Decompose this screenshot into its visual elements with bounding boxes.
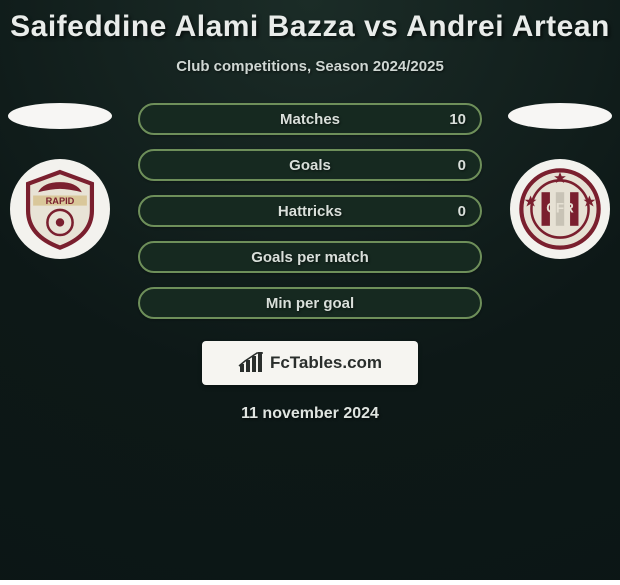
stat-right-value: 0 <box>458 203 466 220</box>
stat-label: Hattricks <box>278 203 342 220</box>
stat-bar-goals: Goals 0 <box>138 149 482 181</box>
rapid-crest-icon: RAPID <box>18 167 102 251</box>
date: 11 november 2024 <box>241 405 379 423</box>
stat-label: Goals <box>289 157 331 174</box>
right-player-ellipse <box>508 103 612 129</box>
comparison-title: Saifeddine Alami Bazza vs Andrei Artean <box>10 10 610 44</box>
stat-bar-matches: Matches 10 <box>138 103 482 135</box>
svg-text:RAPID: RAPID <box>46 196 75 206</box>
left-player-column: RAPID <box>0 103 120 259</box>
stat-label: Min per goal <box>266 295 354 312</box>
comparison-subtitle: Club competitions, Season 2024/2025 <box>176 58 444 75</box>
stat-bars: Matches 10 Goals 0 Hattricks 0 Goals per… <box>120 103 500 319</box>
stat-bar-min-per-goal: Min per goal <box>138 287 482 319</box>
comparison-body: RAPID Matches 10 Goals 0 Hattricks 0 <box>0 103 620 319</box>
left-club-crest: RAPID <box>10 159 110 259</box>
branding-text: FcTables.com <box>270 353 382 373</box>
cfr-crest-icon: CFR <box>518 167 602 251</box>
stat-right-value: 0 <box>458 157 466 174</box>
left-player-ellipse <box>8 103 112 129</box>
stat-right-value: 10 <box>449 111 466 128</box>
bar-chart-icon <box>238 352 264 374</box>
right-club-crest: CFR <box>510 159 610 259</box>
svg-text:CFR: CFR <box>546 200 574 215</box>
branding-box: FcTables.com <box>202 341 418 385</box>
stat-bar-goals-per-match: Goals per match <box>138 241 482 273</box>
stat-label: Matches <box>280 111 340 128</box>
stat-label: Goals per match <box>251 249 369 266</box>
right-player-column: CFR <box>500 103 620 259</box>
stat-bar-hattricks: Hattricks 0 <box>138 195 482 227</box>
